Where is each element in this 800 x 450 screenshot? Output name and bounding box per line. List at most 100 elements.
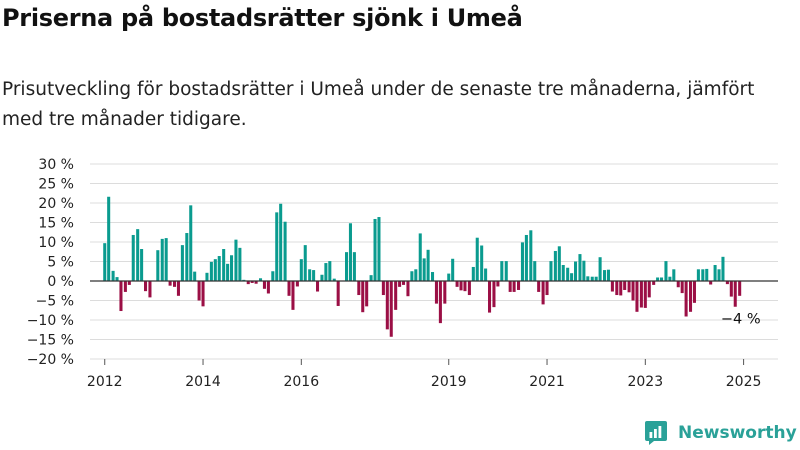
y-tick-label: 30 % bbox=[38, 157, 74, 173]
x-tick-label: 2016 bbox=[283, 374, 319, 390]
bar bbox=[180, 245, 184, 281]
bar bbox=[312, 270, 316, 281]
bar bbox=[434, 281, 438, 304]
x-tick-label: 2014 bbox=[185, 374, 221, 390]
y-tick-label: −10 % bbox=[27, 313, 74, 329]
bar bbox=[320, 274, 324, 281]
bar bbox=[447, 273, 451, 281]
y-tick-label: 15 % bbox=[38, 216, 74, 232]
bar bbox=[352, 252, 356, 281]
bar bbox=[533, 261, 537, 281]
bar bbox=[377, 217, 381, 281]
bar bbox=[508, 281, 512, 292]
bar bbox=[537, 281, 541, 292]
grid-lines bbox=[90, 163, 778, 360]
x-tick-label: 2025 bbox=[726, 374, 762, 390]
bar bbox=[160, 238, 164, 281]
bar bbox=[287, 281, 291, 296]
bar bbox=[631, 281, 635, 301]
bar bbox=[566, 267, 570, 281]
bar bbox=[193, 271, 197, 281]
bar bbox=[176, 281, 180, 296]
bar bbox=[275, 212, 279, 281]
bar bbox=[140, 249, 144, 281]
bar bbox=[541, 281, 545, 305]
newsworthy-logo: Newsworthy bbox=[644, 420, 797, 446]
bar bbox=[623, 281, 627, 290]
bar bbox=[656, 277, 660, 281]
bar bbox=[348, 223, 352, 281]
bar bbox=[262, 281, 266, 289]
bar bbox=[373, 218, 377, 281]
bar bbox=[148, 281, 152, 298]
bar bbox=[652, 281, 656, 285]
bar bbox=[664, 261, 668, 281]
bar bbox=[578, 254, 582, 281]
bar bbox=[701, 269, 705, 281]
bar bbox=[524, 234, 528, 281]
bar bbox=[627, 281, 631, 293]
bar bbox=[316, 281, 320, 292]
bar bbox=[385, 281, 389, 330]
bar bbox=[738, 281, 742, 296]
bar bbox=[303, 245, 307, 281]
bar bbox=[643, 281, 647, 308]
bar bbox=[574, 261, 578, 281]
bar bbox=[696, 269, 700, 281]
bar bbox=[189, 205, 193, 281]
bar bbox=[496, 281, 500, 287]
bar bbox=[725, 281, 729, 285]
bar bbox=[455, 281, 459, 287]
bar bbox=[488, 281, 492, 313]
bar bbox=[389, 281, 393, 337]
bar bbox=[246, 281, 250, 285]
bar bbox=[713, 265, 717, 281]
bar bbox=[639, 281, 643, 308]
bar bbox=[131, 234, 135, 281]
bar bbox=[689, 281, 693, 312]
bar bbox=[209, 261, 213, 281]
bar bbox=[394, 281, 398, 310]
bar bbox=[733, 281, 737, 307]
bar bbox=[271, 271, 275, 281]
y-tick-label: 20 % bbox=[38, 196, 74, 212]
x-tick-label: 2012 bbox=[87, 374, 123, 390]
bar bbox=[205, 272, 209, 281]
bar bbox=[557, 246, 561, 281]
bar bbox=[217, 256, 221, 281]
bar bbox=[463, 281, 467, 292]
bar bbox=[615, 281, 619, 296]
bar bbox=[582, 260, 586, 281]
bar bbox=[107, 196, 111, 281]
bar bbox=[709, 281, 713, 285]
bar bbox=[365, 281, 369, 307]
bar bbox=[471, 266, 475, 281]
bar bbox=[103, 243, 107, 281]
bar bbox=[705, 268, 709, 281]
bar bbox=[647, 281, 651, 298]
bar bbox=[504, 261, 508, 281]
bar bbox=[668, 276, 672, 281]
bar bbox=[594, 276, 598, 281]
bar bbox=[676, 281, 680, 288]
newsworthy-icon bbox=[645, 421, 667, 445]
brand-name: Newsworthy bbox=[678, 423, 797, 443]
bar bbox=[345, 252, 349, 281]
bar bbox=[426, 249, 430, 281]
bar bbox=[295, 281, 299, 287]
bar bbox=[332, 278, 336, 281]
bar bbox=[238, 247, 242, 281]
bar bbox=[549, 261, 553, 281]
bar bbox=[402, 281, 406, 285]
bar bbox=[459, 281, 463, 291]
bar bbox=[369, 275, 373, 281]
bar bbox=[684, 281, 688, 317]
y-tick-label: −20 % bbox=[27, 352, 74, 368]
x-tick-label: 2023 bbox=[627, 374, 663, 390]
y-tick-label: 5 % bbox=[47, 255, 74, 271]
bar bbox=[619, 281, 623, 296]
bar bbox=[222, 249, 226, 281]
y-tick-label: −5 % bbox=[36, 294, 74, 310]
bar bbox=[279, 203, 283, 281]
